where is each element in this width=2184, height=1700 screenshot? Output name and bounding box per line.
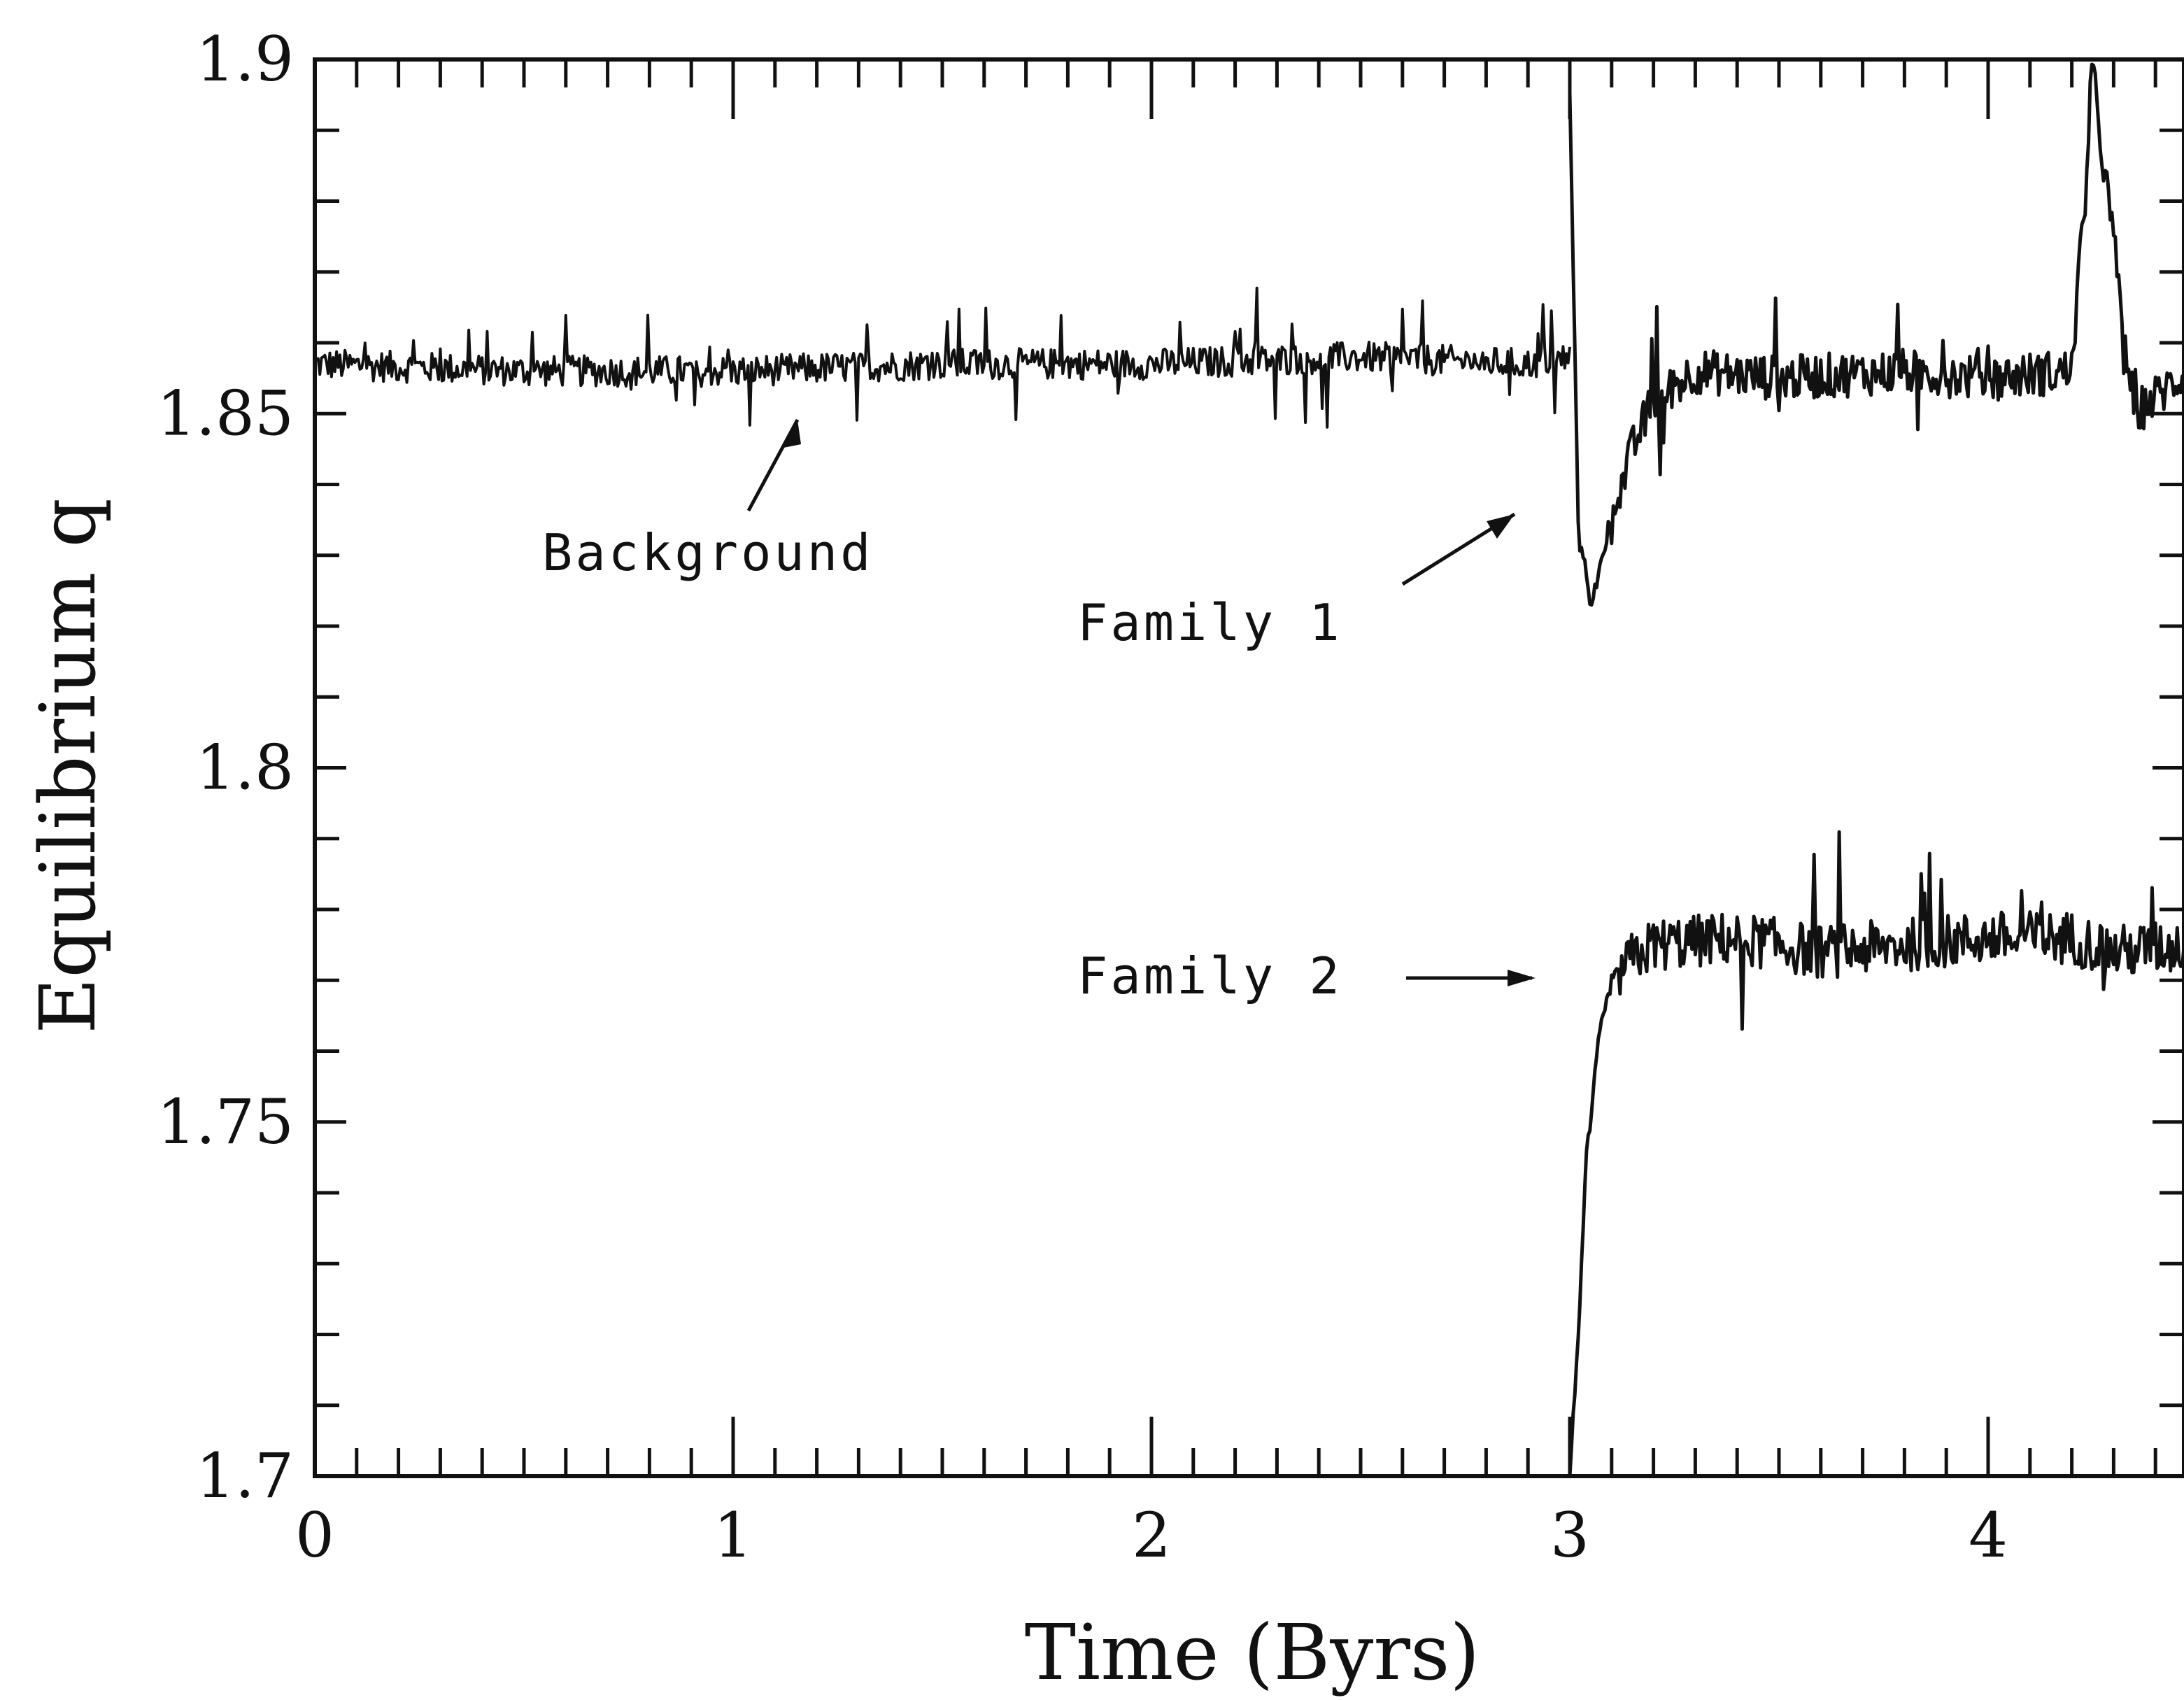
x-tick-label: 1 <box>714 1499 753 1571</box>
y-tick-label: 1.7 <box>196 1440 294 1512</box>
annotation-background-arrowhead <box>783 420 801 448</box>
annotation-family-1-arrowhead <box>1487 514 1515 539</box>
y-tick-label: 1.85 <box>157 377 294 449</box>
annotation-background: Background <box>542 523 873 582</box>
series-layer <box>314 62 2184 1477</box>
annotation-family-2-arrowhead <box>1508 970 1536 986</box>
series-line-1 <box>314 286 1571 429</box>
ticks-layer <box>313 57 2184 1478</box>
tick-labels: 0 1 2 3 4 1.7 1.75 1.8 1.85 1.9 <box>157 23 2008 1571</box>
series-line-2 <box>1568 62 2184 607</box>
x-tick-label: 4 <box>1969 1499 2008 1571</box>
series-line-3 <box>1568 830 2184 1477</box>
x-tick-label: 2 <box>1132 1499 1171 1571</box>
x-tick-label: 0 <box>295 1499 334 1571</box>
plot-frame <box>313 57 2184 1478</box>
y-tick-label: 1.9 <box>196 23 294 95</box>
x-tick-label: 3 <box>1550 1499 1589 1571</box>
x-axis-title: Time (Byrs) <box>1025 1608 1480 1697</box>
y-tick-label: 1.75 <box>157 1086 294 1158</box>
y-tick-label: 1.8 <box>196 732 294 804</box>
annotation-family-2: Family 2 <box>1077 947 1342 1005</box>
y-axis-title: Equilibrium q <box>23 498 113 1034</box>
annotation-background-arrow <box>746 418 800 512</box>
annotations: Background Family 1 Family 2 <box>542 418 1536 1005</box>
annotation-family-1: Family 1 <box>1077 593 1342 652</box>
